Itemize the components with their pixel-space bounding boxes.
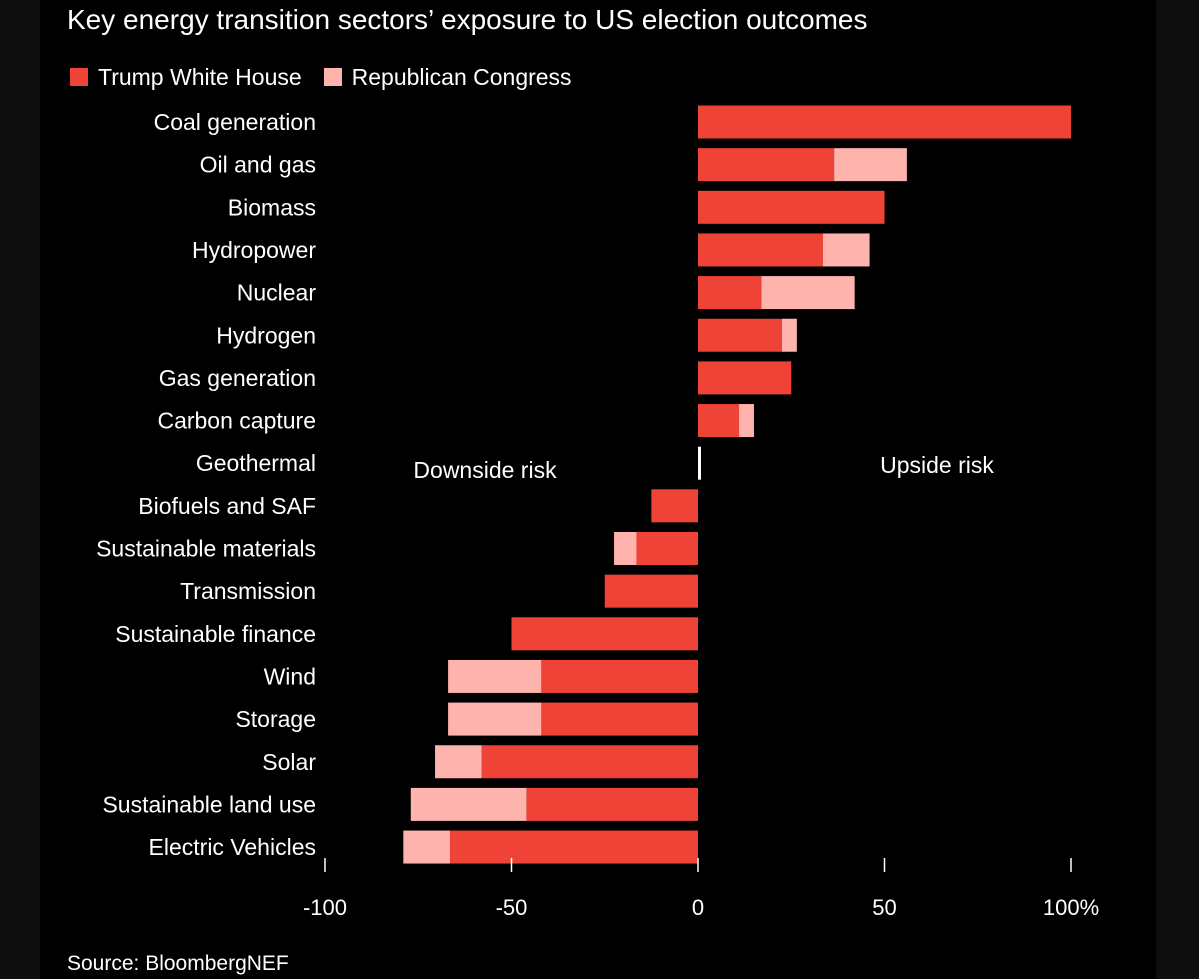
bar-trump-white-house-hydrogen	[698, 318, 782, 352]
bar-trump-white-house-carbon-capture	[698, 404, 740, 438]
bar-republican-congress-oil-and-gas	[834, 148, 907, 182]
x-tick-label-0: -100	[303, 895, 347, 920]
bar-trump-white-house-solar	[481, 745, 698, 779]
category-label-sustainable-land-use: Sustainable land use	[102, 791, 316, 817]
category-label-oil-and-gas: Oil and gas	[200, 152, 316, 178]
bar-trump-white-house-hydropower	[698, 233, 823, 267]
category-label-transmission: Transmission	[180, 578, 316, 604]
x-tick-label-3: 50	[872, 895, 896, 920]
bar-trump-white-house-oil-and-gas	[698, 148, 835, 182]
chart-legend: Trump White House Republican Congress	[70, 62, 594, 92]
legend-item-trump-white-house: Trump White House	[70, 64, 302, 91]
category-label-carbon-capture: Carbon capture	[157, 408, 316, 434]
bar-trump-white-house-geothermal	[698, 446, 701, 480]
category-label-hydrogen: Hydrogen	[216, 322, 316, 348]
bar-trump-white-house-biofuels-and-saf	[651, 489, 698, 523]
category-label-geothermal: Geothermal	[196, 450, 316, 476]
bar-republican-congress-sustainable-land-use	[410, 787, 527, 821]
x-tick-label-4: 100%	[1043, 895, 1099, 920]
bar-republican-congress-wind	[448, 659, 542, 693]
bar-trump-white-house-biomass	[698, 190, 885, 224]
legend-label-republican-congress: Republican Congress	[351, 63, 572, 90]
bar-republican-congress-hydropower	[822, 233, 870, 267]
legend-swatch-trump-white-house	[70, 68, 88, 86]
x-tick-label-1: -50	[496, 895, 528, 920]
source-note: Source: BloombergNEF	[67, 952, 289, 975]
bar-republican-congress-nuclear	[761, 276, 855, 310]
category-label-biofuels-and-saf: Biofuels and SAF	[138, 493, 316, 519]
bar-trump-white-house-sustainable-materials	[636, 532, 698, 565]
bar-trump-white-house-gas-generation	[698, 361, 792, 395]
category-label-wind: Wind	[264, 663, 316, 689]
bar-republican-congress-electric-vehicles	[403, 830, 450, 864]
x-tick-label-2: 0	[692, 895, 704, 920]
annotation-downside-risk: Downside risk	[413, 457, 557, 483]
bar-trump-white-house-electric-vehicles	[449, 830, 698, 864]
chart-title: Key energy transition sectors’ exposure …	[67, 4, 868, 35]
bar-trump-white-house-sustainable-finance	[511, 617, 698, 651]
category-label-sustainable-finance: Sustainable finance	[115, 621, 316, 647]
bar-republican-congress-storage	[448, 702, 542, 736]
bar-republican-congress-carbon-capture	[739, 404, 754, 438]
category-label-electric-vehicles: Electric Vehicles	[149, 834, 316, 860]
legend-label-trump-white-house: Trump White House	[98, 63, 302, 90]
category-label-coal-generation: Coal generation	[154, 109, 316, 135]
bar-trump-white-house-coal-generation	[698, 105, 1071, 139]
bar-trump-white-house-transmission	[604, 574, 698, 608]
bar-republican-congress-hydrogen	[781, 318, 797, 352]
category-label-solar: Solar	[262, 749, 316, 775]
bar-republican-congress-sustainable-materials	[614, 532, 637, 565]
bar-republican-congress-solar	[435, 745, 482, 779]
annotation-upside-risk: Upside risk	[880, 452, 994, 478]
bar-trump-white-house-wind	[541, 659, 698, 693]
category-label-storage: Storage	[235, 706, 316, 732]
category-label-sustainable-materials: Sustainable materials	[96, 536, 316, 562]
category-label-gas-generation: Gas generation	[159, 365, 316, 391]
bar-trump-white-house-storage	[541, 702, 698, 736]
bar-trump-white-house-sustainable-land-use	[526, 787, 698, 821]
legend-item-republican-congress: Republican Congress	[323, 63, 572, 91]
category-label-nuclear: Nuclear	[237, 280, 317, 306]
category-label-biomass: Biomass	[228, 194, 316, 220]
bar-trump-white-house-nuclear	[698, 276, 762, 310]
legend-swatch-republican-congress	[323, 68, 342, 86]
category-label-hydropower: Hydropower	[192, 237, 316, 263]
